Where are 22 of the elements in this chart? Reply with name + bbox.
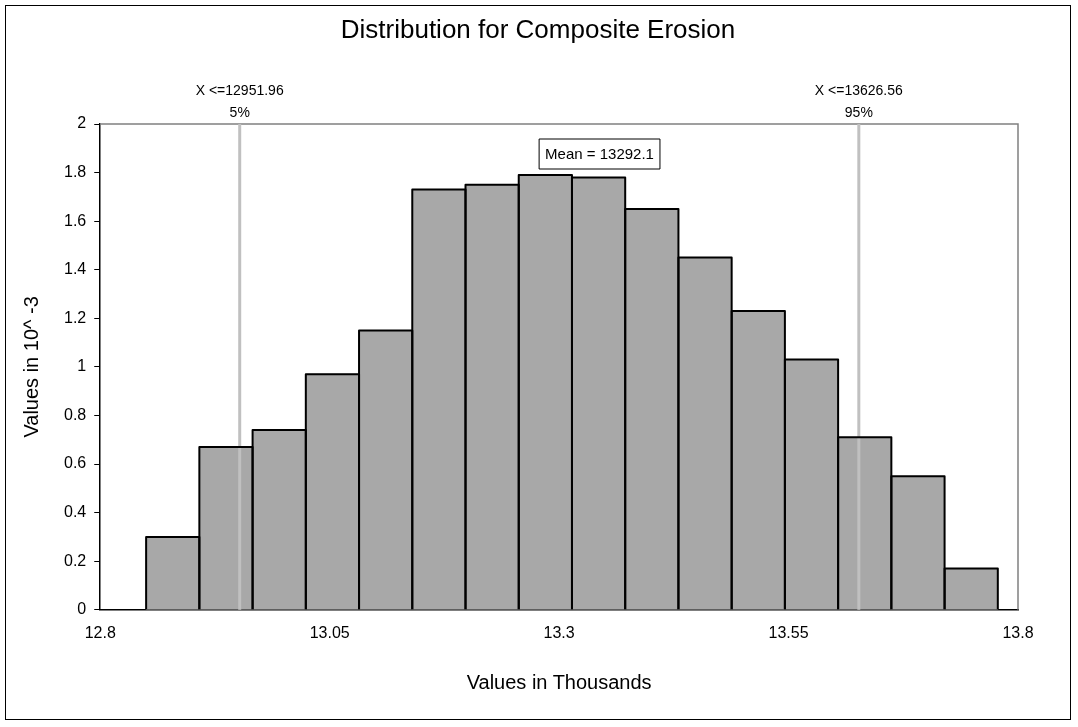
x-tick-label: 13.3 (543, 623, 575, 641)
x-axis-title: Values in Thousands (466, 670, 652, 693)
x-tick-label: 13.55 (768, 623, 809, 641)
y-tick-label: 1.4 (63, 260, 87, 278)
y-tick-label: 0.6 (63, 454, 87, 472)
x-tick-label: 13.8 (1002, 623, 1034, 641)
y-tick-label: 1 (77, 357, 87, 375)
annotation: Mean = 13292.1 (545, 145, 654, 163)
y-axis-title: Values in 10^ -3 (19, 296, 42, 438)
y-tick-label: 1.2 (63, 308, 87, 326)
x-tick-label: 12.8 (84, 623, 116, 641)
ref-line-label: X <=13626.56 95% (814, 81, 904, 120)
y-tick-label: 0.4 (63, 503, 87, 521)
x-tick-label: 13.05 (309, 623, 350, 641)
y-tick-label: 1.6 (63, 211, 87, 229)
ref-line-label: X <=12951.96 5% (195, 81, 284, 120)
y-tick-label: 0 (77, 600, 87, 618)
y-tick-label: 0.2 (63, 551, 87, 569)
y-tick-label: 1.8 (63, 162, 87, 180)
y-tick-label: 0.8 (63, 405, 87, 423)
y-tick-label: 2 (77, 114, 87, 132)
chart-title: Distribution for Composite Erosion (339, 14, 737, 45)
